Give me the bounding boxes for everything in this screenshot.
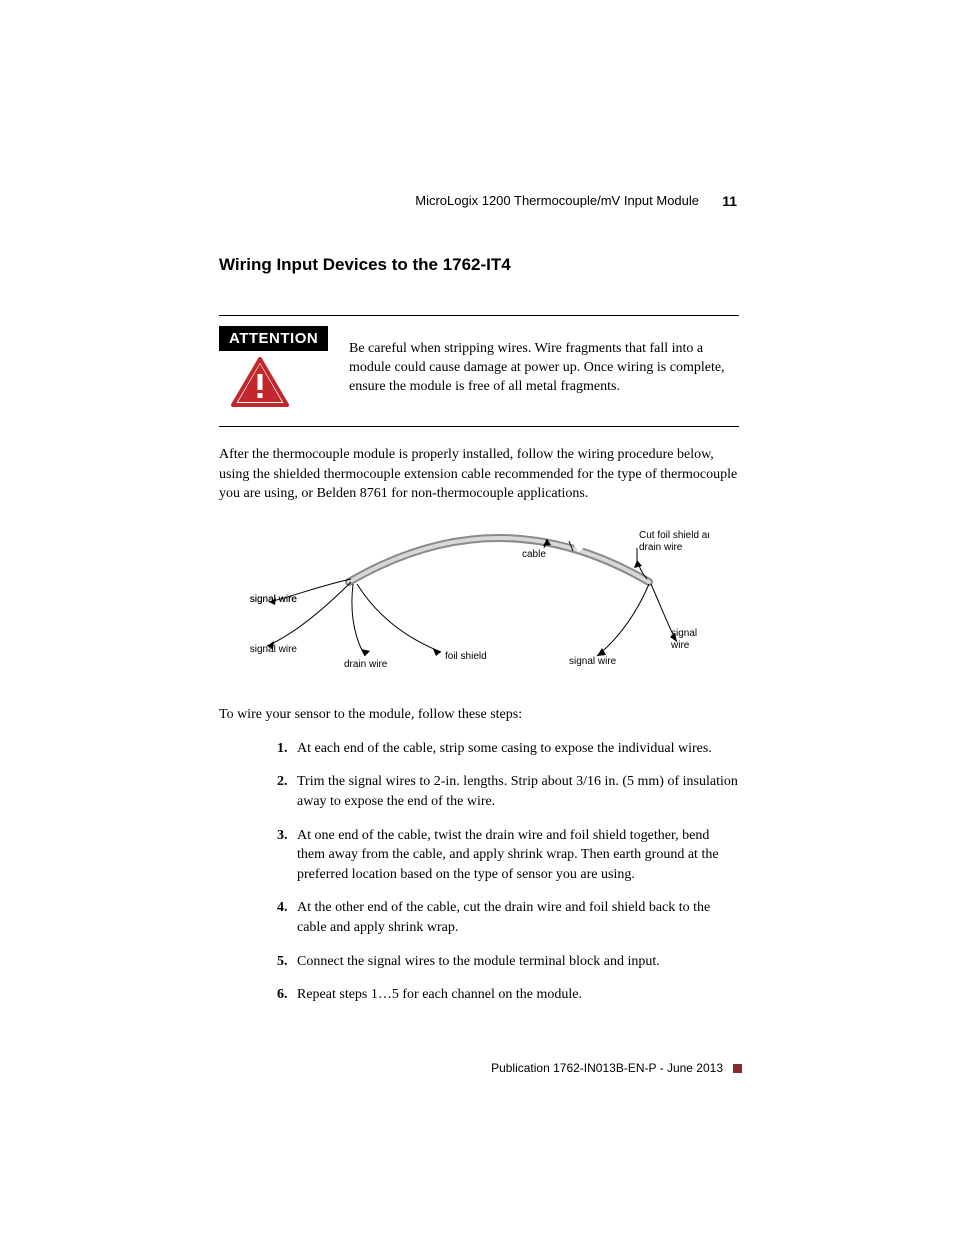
footer-square-icon [733,1064,742,1073]
steps-list: At each end of the cable, strip some cas… [219,739,739,1005]
lbl-foil: foil shield [445,651,487,662]
attention-left: ATTENTION [219,326,339,412]
attention-text: Be careful when stripping wires. Wire fr… [339,326,739,397]
step-2: Trim the signal wires to 2-in. lengths. … [291,772,739,811]
page-number: 11 [722,193,737,209]
rule-bottom [219,426,739,427]
lbl-sw-top-left: signal wire [250,594,298,605]
label-cut-foil-1: Cut foil shield and [639,530,709,541]
page: MicroLogix 1200 Thermocouple/mV Input Mo… [0,0,954,1235]
lbl-sw-bot-left: signal wire [250,644,298,655]
lbl-sw-br: signal wire [569,656,617,667]
running-title: MicroLogix 1200 Thermocouple/mV Input Mo… [415,193,699,208]
cable-diagram: cable Cut foil shield and drain wire sig… [239,524,739,689]
content-column: Wiring Input Devices to the 1762-IT4 ATT… [219,255,739,1019]
lbl-signal-r1: signal [671,628,697,639]
step-4: At the other end of the cable, cut the d… [291,898,739,937]
label-cable: cable [522,549,546,560]
attention-badge: ATTENTION [219,326,328,351]
step-5: Connect the signal wires to the module t… [291,952,739,972]
section-title: Wiring Input Devices to the 1762-IT4 [219,255,739,275]
warning-icon [231,357,289,412]
publication-text: Publication 1762-IN013B-EN-P - June 2013 [491,1061,723,1075]
step-6: Repeat steps 1…5 for each channel on the… [291,985,739,1005]
attention-block: ATTENTION Be careful when stripping wire… [219,316,739,426]
step-3: At one end of the cable, twist the drain… [291,826,739,885]
label-cut-foil-2: drain wire [639,542,683,553]
steps-intro: To wire your sensor to the module, follo… [219,707,739,723]
step-1: At each end of the cable, strip some cas… [291,739,739,759]
lbl-drain: drain wire [344,659,388,670]
lbl-signal-r2: wire [670,640,690,651]
intro-paragraph: After the thermocouple module is properl… [219,445,739,504]
footer: Publication 1762-IN013B-EN-P - June 2013 [491,1061,742,1075]
